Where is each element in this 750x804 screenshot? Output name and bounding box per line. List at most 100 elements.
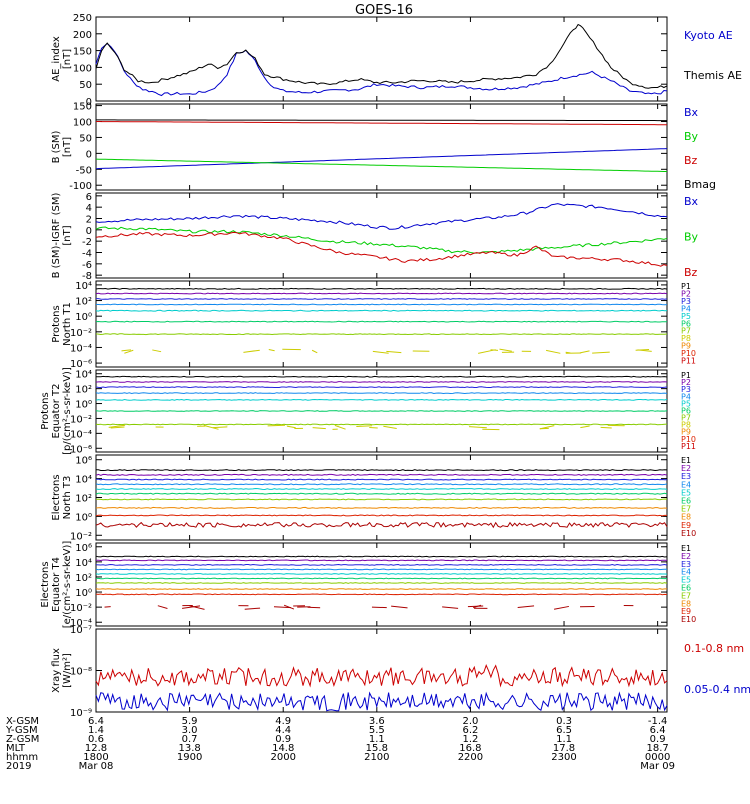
y-axis-label: Electrons [40,561,51,607]
x-row-value: 2000 [270,752,295,763]
series-p7 [96,334,667,335]
series-p4 [96,393,667,394]
series-0-05-0-4-nm [96,693,667,711]
y-tick-label: 0 [86,149,92,160]
y-tick-label: 100 [73,63,92,74]
series-p8 [213,427,228,428]
y-tick-label: 10⁶ [75,456,92,467]
series-p7 [96,424,667,425]
series-p5 [96,399,667,400]
y-tick-label: 10² [75,297,92,308]
y-tick-label: 10⁻² [70,328,92,339]
series-p1 [96,376,667,377]
y-tick-label: 10⁴ [75,370,92,381]
y-tick-label: 10⁰ [75,512,92,523]
series-p8 [386,351,401,352]
y-tick-label: 150 [73,102,92,113]
y-tick-label: 10⁰ [75,400,92,411]
series-p4 [96,304,667,305]
y-tick-label: 10² [75,494,92,505]
legend-kyoto-ae: Kyoto AE [684,29,733,42]
series-p8 [335,425,346,429]
series-e3 [96,479,667,480]
series-p2 [96,293,667,294]
legend-p11: P11 [681,442,696,451]
y-tick-label: 10⁻⁷ [70,625,92,636]
series-bz [96,122,667,125]
series-p8 [546,350,560,353]
series-e10 [391,606,407,608]
legend-bx: Bx [684,106,699,119]
y-tick-label: 0 [86,226,92,237]
series-p8 [313,428,326,429]
series-e10 [158,606,168,609]
y-tick-label: -4 [82,249,92,260]
series-by [96,227,667,253]
y-tick-label: 2 [86,215,92,226]
x-row-label: 2019 [6,761,31,772]
y-axis-label: North T1 [62,302,73,346]
legend-p11: P11 [681,357,696,366]
y-tick-label: 50 [79,80,92,91]
y-axis-label: Xray flux [51,648,62,693]
y-tick-label: -2 [82,237,92,248]
legend-e10: E10 [681,529,696,538]
y-tick-label: 10⁴ [75,558,92,569]
series-p8 [356,426,372,427]
y-tick-label: 10⁶ [75,543,92,554]
series-p8 [592,352,610,353]
series-p8 [121,350,130,351]
series-e6 [96,493,667,494]
series-p8 [469,427,487,428]
panel-frame [96,104,667,190]
date-start: Mar 08 [79,761,114,772]
date-end: Mar 09 [640,761,675,772]
y-tick-label: 10⁰ [75,312,92,323]
y-tick-label: 4 [86,203,92,214]
x-row-value: 2300 [551,752,576,763]
series-e1 [96,470,667,471]
y-tick-label: 6 [86,192,92,203]
series-e8 [96,507,667,508]
y-tick-label: 50 [79,133,92,144]
y-tick-label: 10⁻⁶ [70,444,92,455]
y-tick-label: -50 [76,165,92,176]
series-e8 [96,589,667,590]
series-p3 [96,387,667,388]
series-p8 [580,351,590,353]
y-axis-label: [p/(cm²-s-sr-keV)] [62,367,73,455]
y-tick-label: -100 [69,181,92,192]
series-e7 [96,583,667,584]
panel-frame [96,543,667,626]
y-tick-label: 10⁻⁴ [70,343,92,354]
y-axis-label: North T3 [62,476,73,520]
y-tick-label: 250 [73,13,92,24]
series-e10 [554,606,569,609]
series-p8 [601,427,612,428]
y-axis-label: [nT] [62,49,73,69]
y-axis-label: Equator T2 [51,384,62,439]
y-tick-label: 10⁴ [75,281,92,292]
series-e2 [96,474,667,475]
series-e4 [96,484,667,485]
y-axis-label: Protons [40,392,51,429]
legend-themis-ae: Themis AE [683,69,742,82]
y-tick-label: -6 [82,260,92,271]
panel-frame [96,455,667,540]
legend-bz: Bz [684,154,698,167]
series-bz [96,232,667,266]
legend-by: By [684,130,699,143]
series-p8 [478,350,496,354]
y-axis-label: [nT] [62,225,73,245]
series-bx [96,204,667,230]
series-e10 [96,523,667,528]
series-e7 [96,499,667,500]
y-tick-label: 200 [73,30,92,41]
series-p2 [96,382,667,383]
